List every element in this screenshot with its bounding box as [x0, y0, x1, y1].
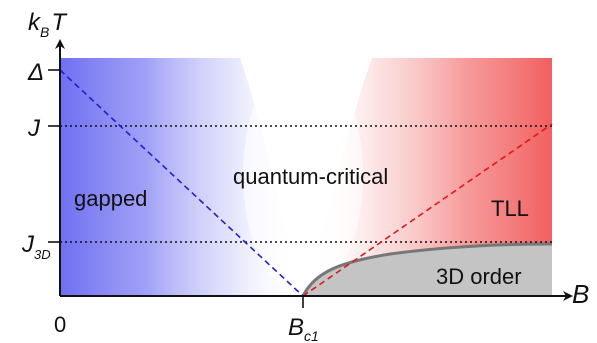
gapped-label: gapped	[74, 186, 147, 211]
gapped-region	[60, 58, 303, 296]
x-tick-bc1-main: B	[288, 314, 304, 341]
order-3d-region	[303, 244, 552, 296]
x-axis-label: B	[572, 279, 589, 309]
y-tick-j3d: J3D	[21, 231, 51, 262]
order-3d-label: 3D order	[436, 264, 522, 289]
order-3d-boundary	[301, 242, 553, 297]
quantum-critical-label: quantum-critical	[233, 164, 388, 189]
y-tick-j: J	[27, 115, 41, 142]
x-tick-bc1: Bc1	[288, 314, 319, 343]
x-tick-bc1-sub: c1	[304, 328, 319, 343]
tll-region	[303, 58, 552, 296]
y-axis-label-main: k	[28, 9, 42, 36]
tll-crossover-line	[302, 123, 553, 297]
x-tick-zero: 0	[54, 312, 66, 337]
y-tick-j3d-sub: 3D	[34, 247, 51, 262]
y-tick-delta: Δ	[27, 59, 44, 86]
y-axis-label: kBT	[28, 9, 68, 40]
tll-label: TLL	[491, 196, 529, 221]
y-axis-label-main2: T	[51, 9, 68, 36]
y-axis-label-sub: B	[40, 24, 49, 40]
y-tick-j3d-main: J	[21, 231, 35, 258]
critical-fan-highlight	[243, 55, 363, 295]
gap-closing-line	[59, 69, 304, 297]
